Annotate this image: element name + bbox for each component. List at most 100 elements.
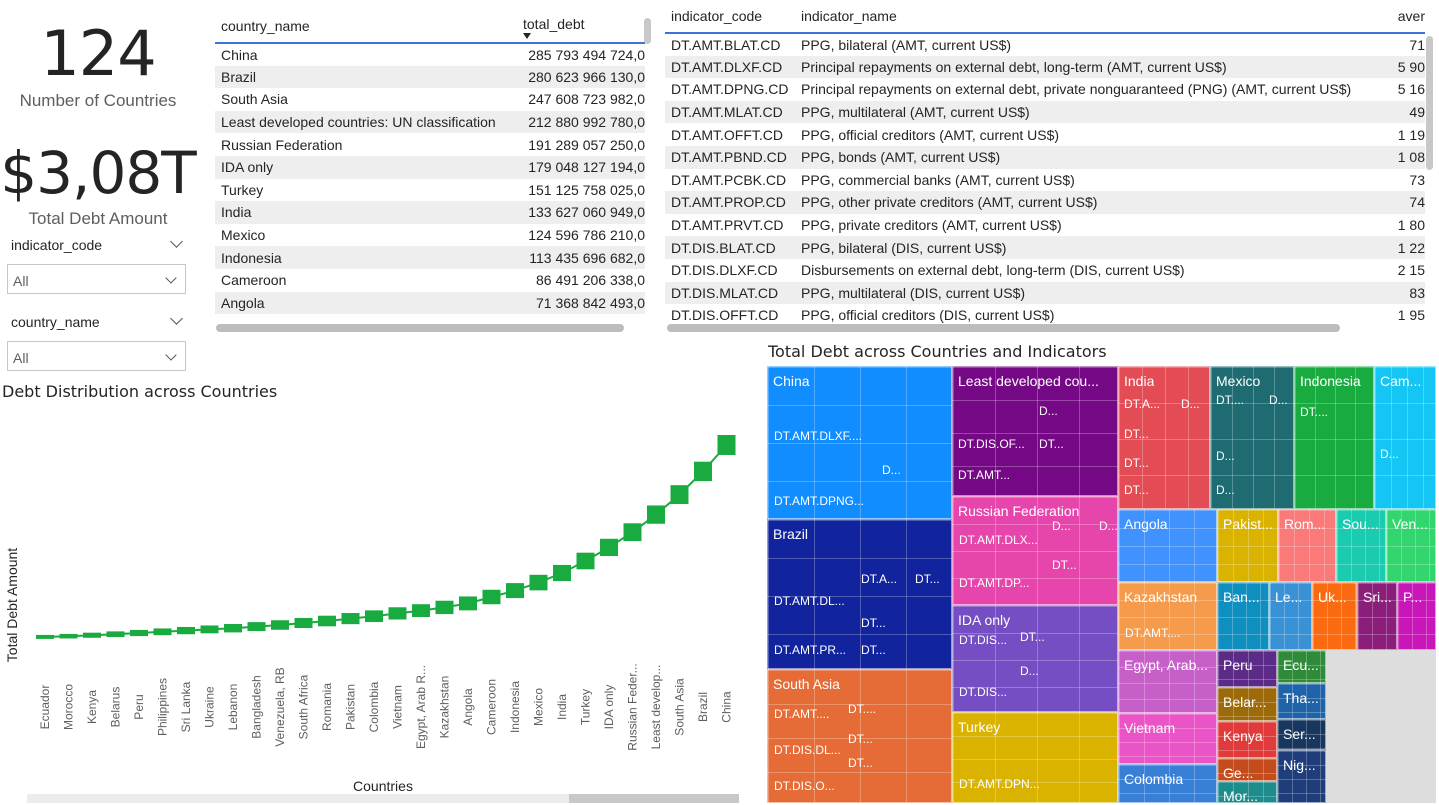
treemap-cell[interactable]: Sou... bbox=[1336, 509, 1386, 582]
indicator-table-vertical-scrollbar[interactable] bbox=[1426, 36, 1433, 170]
data-point[interactable] bbox=[36, 634, 54, 639]
treemap-cell[interactable]: Uk... bbox=[1312, 582, 1357, 650]
treemap-cell[interactable]: Cam... D... bbox=[1374, 366, 1436, 509]
treemap-cell[interactable]: China DT.AMT.DLXF.... D... DT.AMT.DPNG... bbox=[767, 366, 952, 519]
data-point[interactable] bbox=[318, 615, 336, 627]
chevron-down-icon[interactable] bbox=[170, 312, 183, 325]
data-point[interactable] bbox=[647, 505, 665, 524]
treemap-cell[interactable]: India DT.A... D... DT... DT... DT... bbox=[1118, 366, 1210, 509]
data-point[interactable] bbox=[600, 538, 618, 556]
treemap-cell[interactable]: Mor... bbox=[1217, 781, 1277, 803]
table-row[interactable]: China 285 793 494 724,0 bbox=[215, 43, 645, 66]
table-row[interactable]: DT.DIS.DLXF.CD Disbursements on external … bbox=[665, 259, 1425, 282]
table-row[interactable]: Indonesia 113 435 696 682,0 bbox=[215, 246, 645, 269]
data-point[interactable] bbox=[130, 629, 148, 637]
treemap-cell[interactable]: Peru bbox=[1217, 650, 1277, 687]
treemap-cell[interactable]: Angola bbox=[1118, 509, 1217, 582]
treemap-cell[interactable]: Kazakhstan DT.AMT.... bbox=[1118, 582, 1217, 650]
table-row[interactable]: Brazil 280 623 966 130,0 bbox=[215, 65, 645, 89]
data-point[interactable] bbox=[623, 523, 642, 542]
treemap-cell[interactable]: Ecu... bbox=[1277, 650, 1326, 683]
column-header-average[interactable]: aver bbox=[1385, 0, 1425, 34]
table-row[interactable]: DT.DIS.OFFT.CD PPG, official creditors (D… bbox=[665, 304, 1425, 327]
treemap-cell[interactable]: Nig... bbox=[1277, 750, 1326, 803]
table-row[interactable]: DT.AMT.PRVT.CD PPG, private creditors (AM… bbox=[665, 214, 1425, 237]
country-table-vertical-scrollbar[interactable] bbox=[644, 18, 651, 44]
data-point[interactable] bbox=[553, 564, 571, 582]
data-point[interactable] bbox=[435, 600, 454, 615]
table-row[interactable]: Angola 71 368 842 493,0 bbox=[215, 291, 645, 315]
treemap-cell[interactable]: Ban... bbox=[1217, 582, 1269, 650]
table-row[interactable]: DT.AMT.DPNG.CD Principal repayments on ex… bbox=[665, 78, 1425, 101]
table-row[interactable]: Russian Federation 191 289 057 250,0 bbox=[215, 133, 645, 156]
treemap-cell[interactable]: Ser... bbox=[1277, 719, 1326, 750]
data-point[interactable] bbox=[224, 624, 242, 633]
treemap-cell[interactable]: Vietnam bbox=[1118, 713, 1217, 764]
treemap-cell[interactable]: Belar... bbox=[1217, 687, 1277, 721]
data-point[interactable] bbox=[412, 604, 430, 617]
table-row[interactable]: DT.AMT.BLAT.CD PPG, bilateral (AMT, curre… bbox=[665, 33, 1425, 56]
data-point[interactable] bbox=[247, 622, 266, 632]
data-point[interactable] bbox=[59, 633, 78, 639]
treemap-cell[interactable]: Mexico DT.... D... D... D... bbox=[1210, 366, 1294, 509]
treemap-cell[interactable]: IDA only DT... DT.DIS... D... DT.DIS... bbox=[952, 605, 1118, 712]
treemap-cell[interactable]: Russian Federation D... D... DT.AMT.DLX... D… bbox=[952, 496, 1118, 605]
column-header-indicator-code[interactable]: indicator_code bbox=[665, 0, 795, 34]
table-row[interactable]: DT.AMT.MLAT.CD PPG, multilateral (AMT, cu… bbox=[665, 100, 1425, 124]
table-row[interactable]: Least developed countries: UN classifica… bbox=[215, 110, 645, 134]
table-row[interactable]: South Asia 247 608 723 982,0 bbox=[215, 88, 645, 111]
table-row[interactable]: Mexico 124 596 786 210,0 bbox=[215, 224, 645, 247]
column-header-country-name[interactable]: country_name bbox=[215, 10, 517, 44]
treemap-cell[interactable]: Pakist... bbox=[1217, 509, 1278, 582]
data-point[interactable] bbox=[459, 596, 477, 611]
treemap-cell[interactable]: Le... bbox=[1269, 582, 1312, 650]
treemap-cell[interactable]: Rom... bbox=[1278, 509, 1336, 582]
chevron-down-icon[interactable] bbox=[170, 235, 183, 248]
data-point[interactable] bbox=[83, 632, 101, 638]
table-row[interactable]: IDA only 179 048 127 194,0 bbox=[215, 155, 645, 179]
data-point[interactable] bbox=[200, 625, 219, 634]
distribution-chart-scrollbar[interactable] bbox=[569, 794, 739, 803]
data-point[interactable] bbox=[717, 435, 736, 455]
data-point[interactable] bbox=[576, 552, 595, 570]
treemap-cell[interactable]: Turkey DT.AMT.DPN... bbox=[952, 712, 1118, 803]
treemap-cell[interactable]: Ge... bbox=[1217, 758, 1277, 781]
column-header-total-debt[interactable]: total_debt bbox=[517, 10, 645, 44]
data-point[interactable] bbox=[482, 589, 501, 605]
treemap-cell[interactable]: South Asia DT.... DT.AMT.... DT... DT.DIS.DL… bbox=[767, 669, 952, 803]
table-row[interactable]: Cameroon 86 491 206 338,0 bbox=[215, 269, 645, 292]
treemap-cell[interactable]: Ven... bbox=[1386, 509, 1436, 582]
table-row[interactable]: DT.AMT.DLXF.CD Principal repayments on ex… bbox=[665, 55, 1425, 79]
treemap-cell[interactable]: Brazil DT.A... DT... DT.AMT.DL... DT... DT.AM… bbox=[767, 519, 952, 669]
indicator-table-horizontal-scrollbar[interactable] bbox=[667, 324, 1340, 332]
data-point[interactable] bbox=[506, 583, 524, 599]
treemap-cell[interactable]: Sri... bbox=[1357, 582, 1397, 650]
table-row[interactable]: Turkey 151 125 758 025,0 bbox=[215, 179, 645, 202]
data-point[interactable] bbox=[294, 617, 313, 629]
treemap-cell[interactable]: Tha... bbox=[1277, 683, 1326, 719]
treemap-cell[interactable]: Kenya bbox=[1217, 721, 1277, 758]
treemap-cell[interactable]: Least developed cou... D... DT.DIS.OF... DT… bbox=[952, 366, 1118, 496]
data-point[interactable] bbox=[177, 626, 195, 635]
data-point[interactable] bbox=[694, 461, 712, 482]
data-point[interactable] bbox=[365, 610, 383, 623]
treemap-cell[interactable]: Colombia bbox=[1118, 764, 1217, 803]
treemap-cell[interactable]: Egypt, Arab... bbox=[1118, 650, 1217, 713]
country-name-dropdown[interactable]: All bbox=[7, 341, 186, 371]
country-table-horizontal-scrollbar[interactable] bbox=[216, 324, 624, 332]
data-point[interactable] bbox=[153, 628, 172, 636]
data-point[interactable] bbox=[341, 613, 360, 625]
treemap-cell[interactable]: Indonesia DT.... bbox=[1294, 366, 1374, 509]
table-row[interactable]: DT.AMT.PCBK.CD PPG, commercial banks (AMT… bbox=[665, 169, 1425, 192]
indicator-code-dropdown[interactable]: All bbox=[7, 264, 186, 294]
data-point[interactable] bbox=[388, 607, 407, 620]
table-row[interactable]: India 133 627 060 949,0 bbox=[215, 201, 645, 224]
table-row[interactable]: DT.AMT.PBND.CD PPG, bonds (AMT, current U… bbox=[665, 145, 1425, 169]
data-point[interactable] bbox=[670, 485, 689, 505]
treemap-cell[interactable]: P... bbox=[1397, 582, 1436, 650]
table-row[interactable]: DT.DIS.BLAT.CD PPG, bilateral (DIS, curre… bbox=[665, 236, 1425, 259]
column-header-indicator-name[interactable]: indicator_name bbox=[795, 0, 1385, 34]
table-row[interactable]: DT.AMT.PROP.CD PPG, other private credito… bbox=[665, 191, 1425, 214]
data-point[interactable] bbox=[529, 574, 548, 591]
data-point[interactable] bbox=[106, 631, 125, 638]
